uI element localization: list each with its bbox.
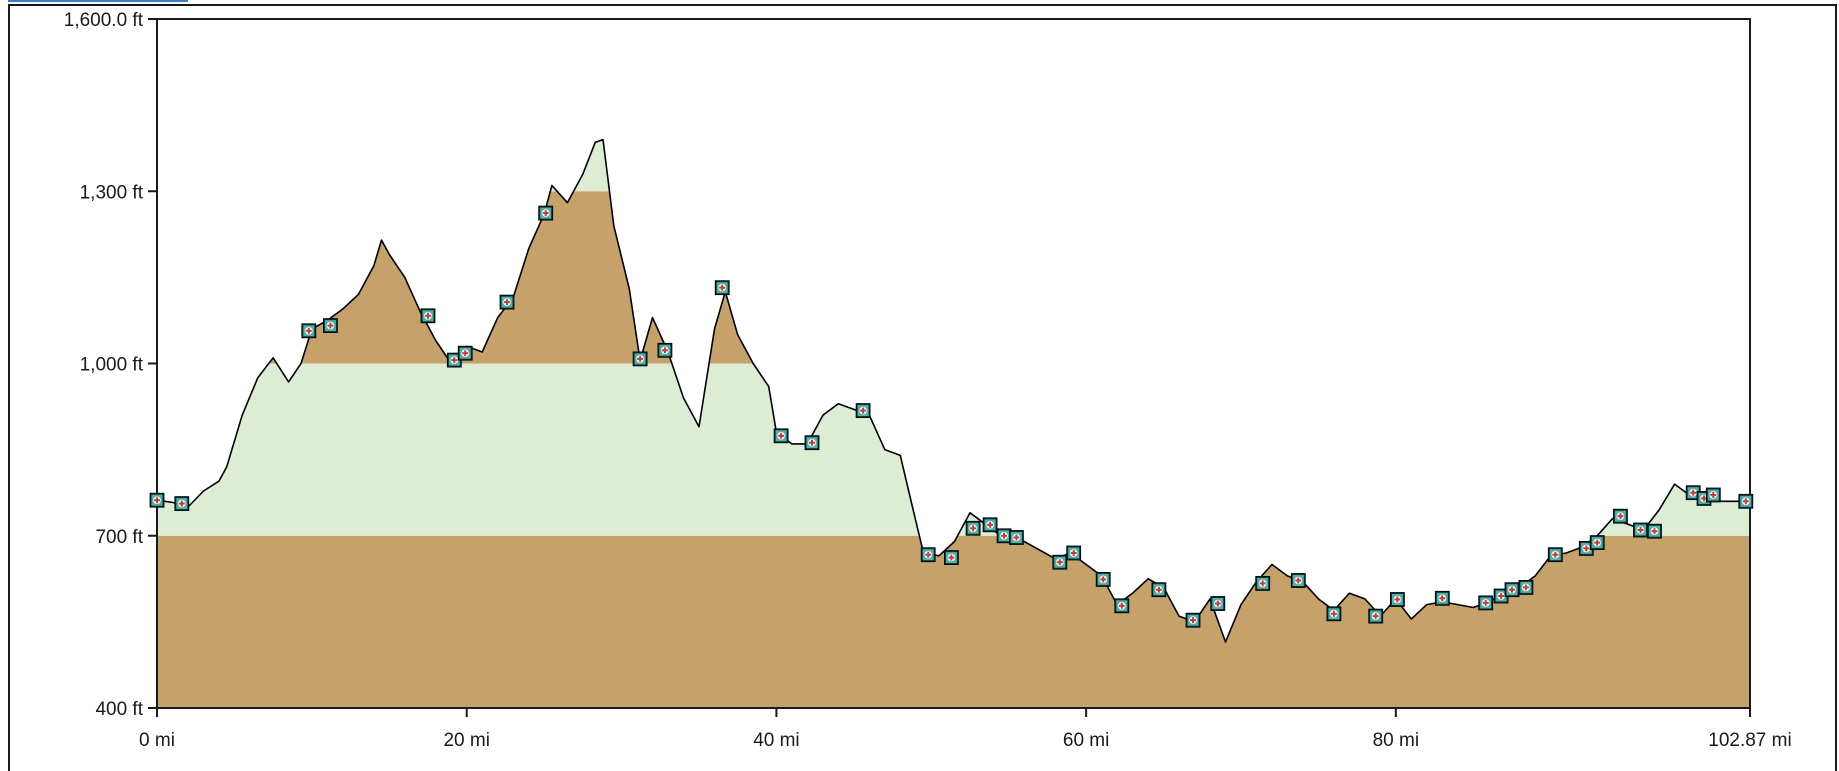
- waypoint-marker-icon[interactable]: [921, 548, 935, 562]
- elevation-bands: [157, 19, 1750, 708]
- waypoint-marker-icon[interactable]: [1613, 509, 1627, 523]
- waypoint-marker-icon[interactable]: [1634, 523, 1648, 537]
- waypoint-marker-icon[interactable]: [1291, 574, 1305, 588]
- waypoint-marker-icon[interactable]: [966, 521, 980, 535]
- waypoint-marker-icon[interactable]: [302, 324, 316, 338]
- y-tick-label: 1,300 ft: [80, 182, 144, 203]
- waypoint-marker-icon[interactable]: [983, 518, 997, 532]
- waypoint-marker-icon[interactable]: [1096, 572, 1110, 586]
- elevation-band-2: [157, 191, 1750, 363]
- waypoint-marker-icon[interactable]: [323, 319, 337, 333]
- y-tick-label: 1,000 ft: [80, 355, 144, 376]
- x-axis: 0 mi 20 mi 40 mi 60 mi 80 mi 102.87 mi: [139, 708, 1792, 751]
- waypoint-marker-icon[interactable]: [1327, 607, 1341, 621]
- y-tick-label: 700 ft: [95, 527, 143, 548]
- waypoint-marker-icon[interactable]: [633, 352, 647, 366]
- waypoint-marker-icon[interactable]: [856, 404, 870, 418]
- x-tick-label: 0 mi: [139, 730, 175, 751]
- x-tick-label: 40 mi: [753, 730, 799, 751]
- waypoint-marker-icon[interactable]: [1256, 576, 1270, 590]
- waypoint-marker-icon[interactable]: [944, 551, 958, 565]
- waypoint-marker-icon[interactable]: [150, 493, 164, 507]
- waypoint-marker-icon[interactable]: [1548, 548, 1562, 562]
- waypoint-marker-icon[interactable]: [421, 309, 435, 323]
- x-tick-label: 102.87 mi: [1708, 730, 1791, 751]
- waypoint-marker-icon[interactable]: [1053, 555, 1067, 569]
- waypoint-marker-icon[interactable]: [1369, 609, 1383, 623]
- elevation-band-1: [157, 364, 1750, 536]
- waypoint-marker-icon[interactable]: [175, 497, 189, 511]
- waypoint-marker-icon[interactable]: [1505, 583, 1519, 597]
- y-tick-label: 400 ft: [95, 699, 143, 720]
- waypoint-marker-icon[interactable]: [458, 346, 472, 360]
- x-tick-label: 80 mi: [1373, 730, 1419, 751]
- waypoint-marker-icon[interactable]: [539, 206, 553, 220]
- x-tick-label: 60 mi: [1063, 730, 1109, 751]
- elevation-band-3: [157, 19, 1750, 191]
- y-axis: 400 ft 700 ft 1,000 ft 1,300 ft 1,600.0 ft: [64, 10, 157, 720]
- waypoint-marker-icon[interactable]: [1519, 580, 1533, 594]
- waypoint-marker-icon[interactable]: [658, 343, 672, 357]
- waypoint-marker-icon[interactable]: [1648, 524, 1662, 538]
- x-tick-label: 20 mi: [443, 730, 489, 751]
- waypoint-marker-icon[interactable]: [1739, 494, 1753, 508]
- waypoint-marker-icon[interactable]: [1706, 488, 1720, 502]
- waypoint-marker-icon[interactable]: [715, 281, 729, 295]
- waypoint-marker-icon[interactable]: [1067, 546, 1081, 560]
- waypoint-marker-icon[interactable]: [500, 295, 514, 309]
- waypoint-marker-icon[interactable]: [1590, 536, 1604, 550]
- waypoint-marker-icon[interactable]: [1152, 583, 1166, 597]
- waypoint-marker-icon[interactable]: [1186, 613, 1200, 627]
- waypoint-marker-icon[interactable]: [1435, 591, 1449, 605]
- waypoint-marker-icon[interactable]: [1211, 597, 1225, 611]
- y-tick-label: 1,600.0 ft: [64, 10, 144, 31]
- waypoint-marker-icon[interactable]: [997, 529, 1011, 543]
- waypoint-marker-icon[interactable]: [774, 429, 788, 443]
- waypoint-marker-icon[interactable]: [1009, 531, 1023, 545]
- waypoint-marker-icon[interactable]: [805, 436, 819, 450]
- waypoint-marker-icon[interactable]: [1115, 599, 1129, 613]
- waypoint-marker-icon[interactable]: [1479, 596, 1493, 610]
- waypoint-marker-icon[interactable]: [1390, 593, 1404, 607]
